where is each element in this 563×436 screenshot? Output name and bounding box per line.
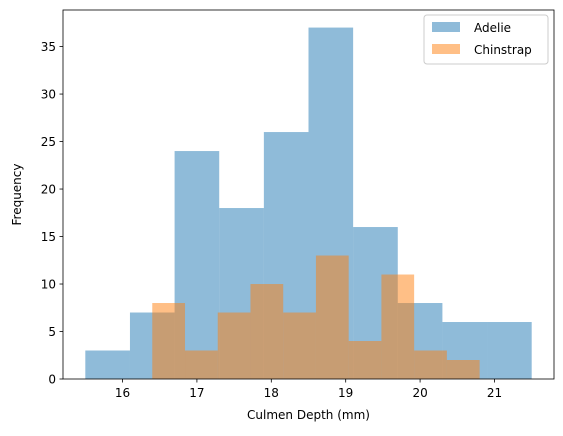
y-tick-label: 0 — [48, 373, 56, 387]
y-tick-label: 20 — [41, 183, 56, 197]
legend: Adelie Chinstrap — [423, 14, 549, 65]
legend-label-adelie: Adelie — [474, 21, 511, 35]
bars-layer — [85, 27, 532, 379]
y-tick-label: 30 — [41, 88, 56, 102]
x-tick-label: 16 — [115, 386, 130, 400]
y-tick-label: 35 — [41, 40, 56, 54]
x-tick-label: 20 — [412, 386, 427, 400]
bar-chinstrap-2 — [217, 312, 251, 379]
bar-chinstrap-4 — [283, 312, 316, 379]
y-axis: 0 5 10 15 20 25 30 35 — [41, 40, 63, 387]
bar-adelie-9 — [487, 322, 532, 379]
bar-chinstrap-6 — [348, 341, 382, 379]
series-chinstrap — [152, 255, 480, 379]
y-tick-label: 15 — [41, 230, 56, 244]
legend-swatch-adelie — [432, 22, 460, 32]
x-tick-label: 21 — [487, 386, 502, 400]
x-tick-label: 17 — [189, 386, 204, 400]
plot-frame — [62, 9, 555, 380]
bar-chinstrap-3 — [250, 284, 284, 379]
bar-chinstrap-0 — [152, 303, 186, 379]
x-tick-label: 18 — [264, 386, 279, 400]
y-tick-label: 5 — [48, 325, 56, 339]
legend-swatch-chinstrap — [432, 44, 460, 54]
x-axis-label: Culmen Depth (mm) — [247, 408, 370, 422]
x-tick-label: 19 — [338, 386, 353, 400]
y-axis-label: Frequency — [10, 164, 24, 226]
bar-chinstrap-1 — [185, 350, 218, 379]
x-axis: 16 17 18 19 20 21 — [115, 379, 502, 400]
bar-chinstrap-7 — [381, 274, 415, 379]
y-tick-label: 10 — [41, 278, 56, 292]
bar-chinstrap-5 — [315, 255, 349, 379]
y-tick-label: 25 — [41, 135, 56, 149]
legend-label-chinstrap: Chinstrap — [474, 43, 532, 57]
bar-adelie-0 — [85, 350, 130, 379]
bar-chinstrap-8 — [414, 350, 447, 379]
bar-chinstrap-9 — [446, 360, 480, 379]
